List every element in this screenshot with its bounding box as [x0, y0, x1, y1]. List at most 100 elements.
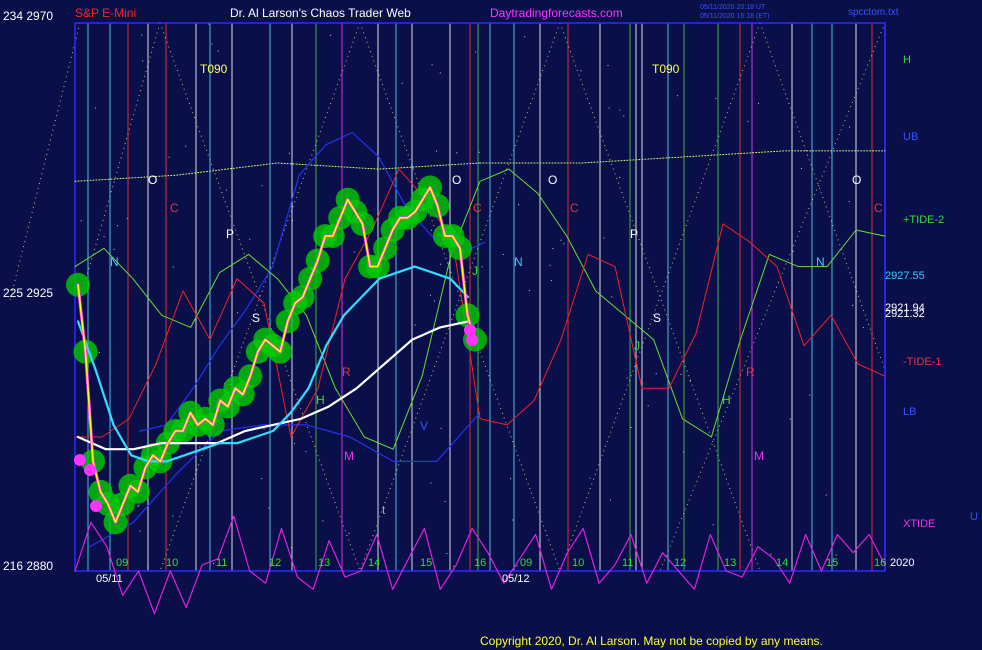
right-label: 2921.32 [885, 308, 925, 320]
y-tick-bottom: 216 2880 [3, 559, 53, 573]
star [126, 217, 128, 219]
star [439, 72, 441, 74]
star [172, 515, 174, 517]
price-marker [464, 324, 476, 336]
timestamp-2: 05/11/2020 16:18 (ET) [700, 13, 770, 20]
star [549, 264, 551, 266]
in-plot-label: J [634, 339, 640, 353]
star [589, 477, 591, 479]
right-label: XTIDE [903, 518, 935, 530]
star [294, 443, 295, 445]
right-label: H [903, 54, 911, 66]
star [261, 185, 263, 187]
star [609, 499, 611, 501]
hour-label: 10 [572, 557, 584, 569]
star [213, 563, 214, 565]
star [825, 494, 827, 496]
series-lb [89, 412, 481, 548]
star [475, 51, 477, 53]
date-label: 05/11 [96, 573, 123, 585]
in-plot-label: V [420, 419, 428, 433]
star [113, 248, 115, 250]
star [680, 373, 682, 375]
star [789, 418, 791, 420]
price-marker [466, 334, 478, 346]
star [809, 394, 811, 396]
star [611, 296, 613, 298]
in-plot-label: N [110, 255, 119, 269]
star [512, 519, 514, 521]
right-label: -TIDE-1 [903, 356, 942, 368]
star [414, 324, 416, 326]
in-plot-label: C [570, 201, 579, 215]
series-xtide [74, 515, 886, 615]
year-label: 2020 [890, 557, 914, 569]
star [211, 43, 213, 45]
right-label: 2927.55 [885, 270, 925, 282]
star [322, 520, 324, 522]
in-plot-label: T090 [200, 62, 228, 76]
star [401, 82, 403, 84]
instrument-label: S&P E-Mini [75, 6, 136, 20]
hour-label: 12 [674, 557, 686, 569]
star [431, 64, 433, 66]
in-plot-label: J [472, 264, 478, 278]
right-label: UB [903, 131, 918, 143]
in-plot-label: R [342, 365, 351, 379]
hour-label: 12 [269, 557, 281, 569]
label-layer: 09 10 11 12 13 14 15 16 09 10 11 12 13 14 15 16 05/11 05/… [96, 54, 978, 585]
hour-label: 11 [216, 557, 227, 569]
vertical-cycle-lines [87, 23, 873, 571]
star [440, 263, 442, 265]
star [835, 554, 837, 556]
in-plot-label: N [816, 255, 825, 269]
star [655, 373, 657, 375]
in-plot-label: H [316, 393, 325, 407]
in-plot-label: S [653, 311, 661, 325]
star [142, 60, 144, 62]
star [524, 36, 526, 38]
in-plot-label: T090 [652, 62, 680, 76]
star [139, 530, 141, 532]
chart-title: Dr. Al Larson's Chaos Trader Web [230, 6, 411, 20]
hour-label: 16 [474, 557, 486, 569]
star [141, 34, 143, 36]
hour-label: 13 [318, 557, 330, 569]
hour-label: 16 [874, 557, 886, 569]
star [608, 107, 610, 109]
star [630, 427, 632, 428]
right-label: +TIDE-2 [903, 214, 944, 226]
star [185, 145, 187, 147]
series-t090-a [74, 162, 481, 182]
star [712, 524, 714, 526]
star [626, 377, 628, 379]
copyright: Copyright 2020, Dr. Al Larson. May not b… [480, 634, 823, 648]
series-cyan-average [76, 265, 470, 463]
series-price [77, 186, 476, 524]
star [217, 50, 219, 52]
in-plot-label: C [473, 201, 482, 215]
star [225, 189, 227, 191]
star [478, 151, 480, 153]
star [348, 532, 350, 534]
right-label: LB [903, 406, 916, 418]
star [288, 152, 290, 154]
site-link[interactable]: Daytradingforecasts.com [490, 6, 623, 20]
right-label: 2921.94 [885, 302, 925, 314]
star [94, 107, 96, 109]
y-tick-mid: 225 2925 [3, 286, 53, 300]
in-plot-label: M [754, 449, 764, 463]
star [603, 237, 605, 239]
timestamp-1: 05/11/2020 20:18 UT [700, 4, 766, 11]
star [607, 65, 609, 66]
star [430, 482, 432, 484]
star [137, 505, 139, 507]
in-plot-label: S [252, 311, 260, 325]
series-ub [139, 132, 486, 432]
star [208, 23, 210, 25]
in-plot-label: P [630, 227, 638, 241]
right-label: U [970, 511, 978, 523]
star [619, 109, 621, 111]
